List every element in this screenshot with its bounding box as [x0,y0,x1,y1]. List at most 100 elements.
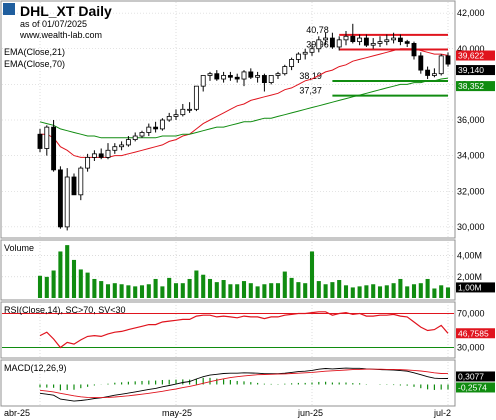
volume-bar [139,285,145,298]
price-tick-label: 36,000 [457,115,485,125]
price-tick-label: 30,000 [457,222,485,232]
candle-body [193,85,199,110]
candle-body [119,144,125,148]
level-label: 40,78 [306,25,329,35]
legend-ema70: EMA(Close,70) [4,59,65,69]
volume-bar [309,251,315,298]
volume-bar [418,283,423,298]
volume-bar [51,270,56,298]
volume-bar [201,274,206,298]
volume-bar [350,287,355,298]
volume-bar [65,245,70,298]
candle-body [445,55,451,65]
x-tick-label: jul-2 [433,408,451,418]
last-close-label: 39,140 [458,65,484,75]
volume-bar [432,288,437,298]
last-macd-histogram-label: -0,2574 [458,382,487,392]
candle-body [248,71,254,78]
volume-bar [357,286,362,298]
volume-bar [296,282,301,298]
chart-logo [3,3,15,15]
last-volume-label: 1,00M [458,282,482,292]
volume-bar [71,259,77,298]
candle-body [214,73,220,80]
candle-body [71,176,77,196]
candle-body [404,41,410,44]
volume-bar [411,284,417,298]
volume-bar [316,281,321,298]
volume-bar [214,282,219,298]
last-ema21-label: 39,622 [458,51,484,61]
candle-body [295,53,301,60]
axis-labels: 42,00040,00038,00036,00034,00032,00030,0… [4,8,495,418]
rsi-series [39,311,449,349]
volume-bar [323,284,328,298]
last-macd-histogram-label-bg [456,382,495,393]
volume-bar [330,282,335,298]
candle-body [78,167,84,196]
rsi-tick-label: 30,000 [457,343,485,353]
candle-body [159,119,165,130]
candle-body [221,75,227,80]
volume-bar [153,278,158,298]
candle-body [51,126,57,171]
last-ema70-label-bg [456,81,495,92]
last-rsi-label: 46,7585 [458,328,489,338]
volume-bar [405,286,410,298]
candle-body [384,39,390,43]
level-label: 38,19 [299,71,322,81]
candle-body [418,55,424,71]
volume-bar [384,285,389,298]
last-ema70-label: 38,352 [458,81,484,91]
volume-bar [173,283,179,298]
candle-body [227,75,233,78]
x-tick-label: jun-25 [297,408,323,418]
rsi-tick-label: 70,000 [457,309,485,319]
volume-bar [207,278,213,298]
volume-bar [439,285,444,298]
candle-body [64,176,70,228]
volume-tick-label: 4,00M [457,251,482,261]
volume-bar [187,278,192,298]
candle-body [146,126,152,133]
logo-icon [3,3,15,15]
volume-bar [275,283,281,298]
legend-ema21: EMA(Close,21) [4,47,65,57]
candle-body [302,51,308,55]
volume-bar [255,286,260,298]
volume-bar [391,283,396,298]
candle-body [438,55,444,75]
candle-body [370,43,376,46]
volume-title: Volume [4,243,34,253]
chart-title: DHL_XT Daily [20,3,112,19]
volume-bar [303,283,308,298]
volume-bar [105,284,111,298]
candle-body [343,35,349,41]
volume-bar [146,284,151,298]
volume-bar [119,284,124,298]
candle-body [173,114,179,117]
candle-body [261,75,267,83]
candle-body [105,149,111,158]
candle-body [112,146,118,151]
candle-body [377,41,383,44]
candle-body [187,108,193,111]
candle-body [275,73,281,76]
candle-body [85,157,91,169]
candle-body [350,35,356,43]
candle-body [329,37,335,48]
volume-bars [37,245,451,298]
price-tick-label: 32,000 [457,186,485,196]
volume-bar [241,281,247,298]
candle-body [98,153,104,158]
volume-bar [78,269,83,298]
candle-body [180,108,186,116]
candle-body [323,37,329,41]
volume-bar [445,287,451,298]
candle-body [91,153,97,158]
rsi-panel [0,301,456,359]
volume-bar [398,278,403,298]
candle-body [207,73,213,76]
candle-body [139,132,145,137]
volume-bar [269,283,274,298]
